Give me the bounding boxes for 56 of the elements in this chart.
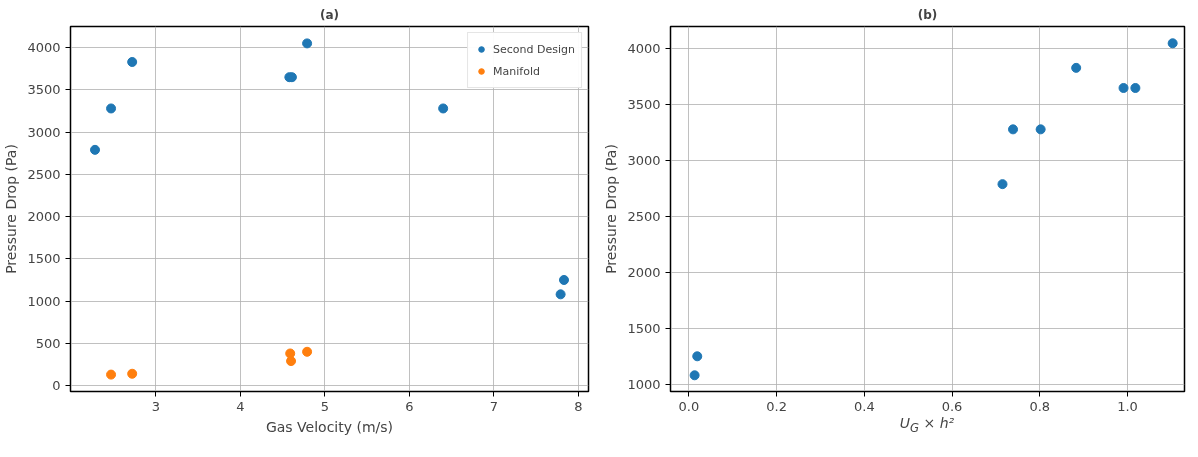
- x-tick-label: 7: [489, 398, 498, 414]
- x-tick-label: 0.8: [1029, 398, 1051, 414]
- point: [1167, 38, 1178, 49]
- point: [106, 103, 117, 114]
- point: [286, 356, 297, 367]
- x-tick-label: 0.0: [678, 398, 700, 414]
- point: [302, 38, 313, 49]
- point: [127, 368, 138, 379]
- y-tick-label: 3000: [27, 124, 61, 140]
- y-tick-label: 2000: [27, 209, 61, 225]
- point: [302, 346, 313, 357]
- y-axis-title: Pressure Drop (Pa): [3, 144, 20, 274]
- y-tick-label: 1500: [27, 251, 61, 267]
- x-tick-label: 4: [236, 398, 245, 414]
- point: [1035, 124, 1046, 135]
- y-tick-label: 2500: [627, 209, 661, 225]
- chart-title: (b): [917, 7, 938, 22]
- x-tick-label: 8: [574, 398, 583, 414]
- x-tick-label: 0.6: [941, 398, 963, 414]
- y-axis-title: Pressure Drop (Pa): [603, 144, 620, 274]
- y-tick-label: 2500: [27, 166, 61, 182]
- x-axis-title: U$_{G}$ × h²: [899, 414, 955, 437]
- y-tick-label: 4000: [627, 41, 661, 57]
- point: [127, 56, 138, 67]
- point: [438, 103, 449, 114]
- x-tick-label: 0.4: [854, 398, 875, 414]
- x-tick-label: 6: [405, 398, 414, 414]
- x-tick-label: 1.0: [1117, 398, 1138, 414]
- x-tick-label: 0.2: [766, 398, 787, 414]
- chart-title: (a): [319, 7, 340, 22]
- legend-label: Second Design: [493, 42, 575, 56]
- y-tick-label: 1000: [27, 293, 61, 309]
- y-tick-label: 3500: [627, 97, 661, 113]
- point: [689, 370, 700, 381]
- y-tick-label: 1000: [627, 376, 661, 392]
- y-tick-label: 500: [35, 335, 61, 351]
- point: [1118, 82, 1129, 93]
- point: [555, 289, 566, 300]
- y-tick-label: 2000: [627, 264, 661, 280]
- x-axis-title: Gas Velocity (m/s): [265, 418, 394, 435]
- y-tick-label: 0: [52, 378, 61, 394]
- point: [997, 179, 1008, 190]
- point: [1130, 82, 1141, 93]
- x-tick-label: 3: [151, 398, 160, 414]
- point: [558, 274, 569, 285]
- y-tick-label: 4000: [27, 40, 61, 56]
- legend-label: Manifold: [493, 64, 540, 78]
- point: [106, 369, 117, 380]
- point: [1071, 62, 1082, 73]
- y-tick-label: 3500: [27, 82, 61, 98]
- x-tick-label: 5: [320, 398, 329, 414]
- point: [1008, 124, 1019, 135]
- point: [692, 351, 703, 362]
- y-tick-label: 1500: [627, 320, 661, 336]
- point: [90, 144, 101, 155]
- y-tick-label: 3000: [627, 153, 661, 169]
